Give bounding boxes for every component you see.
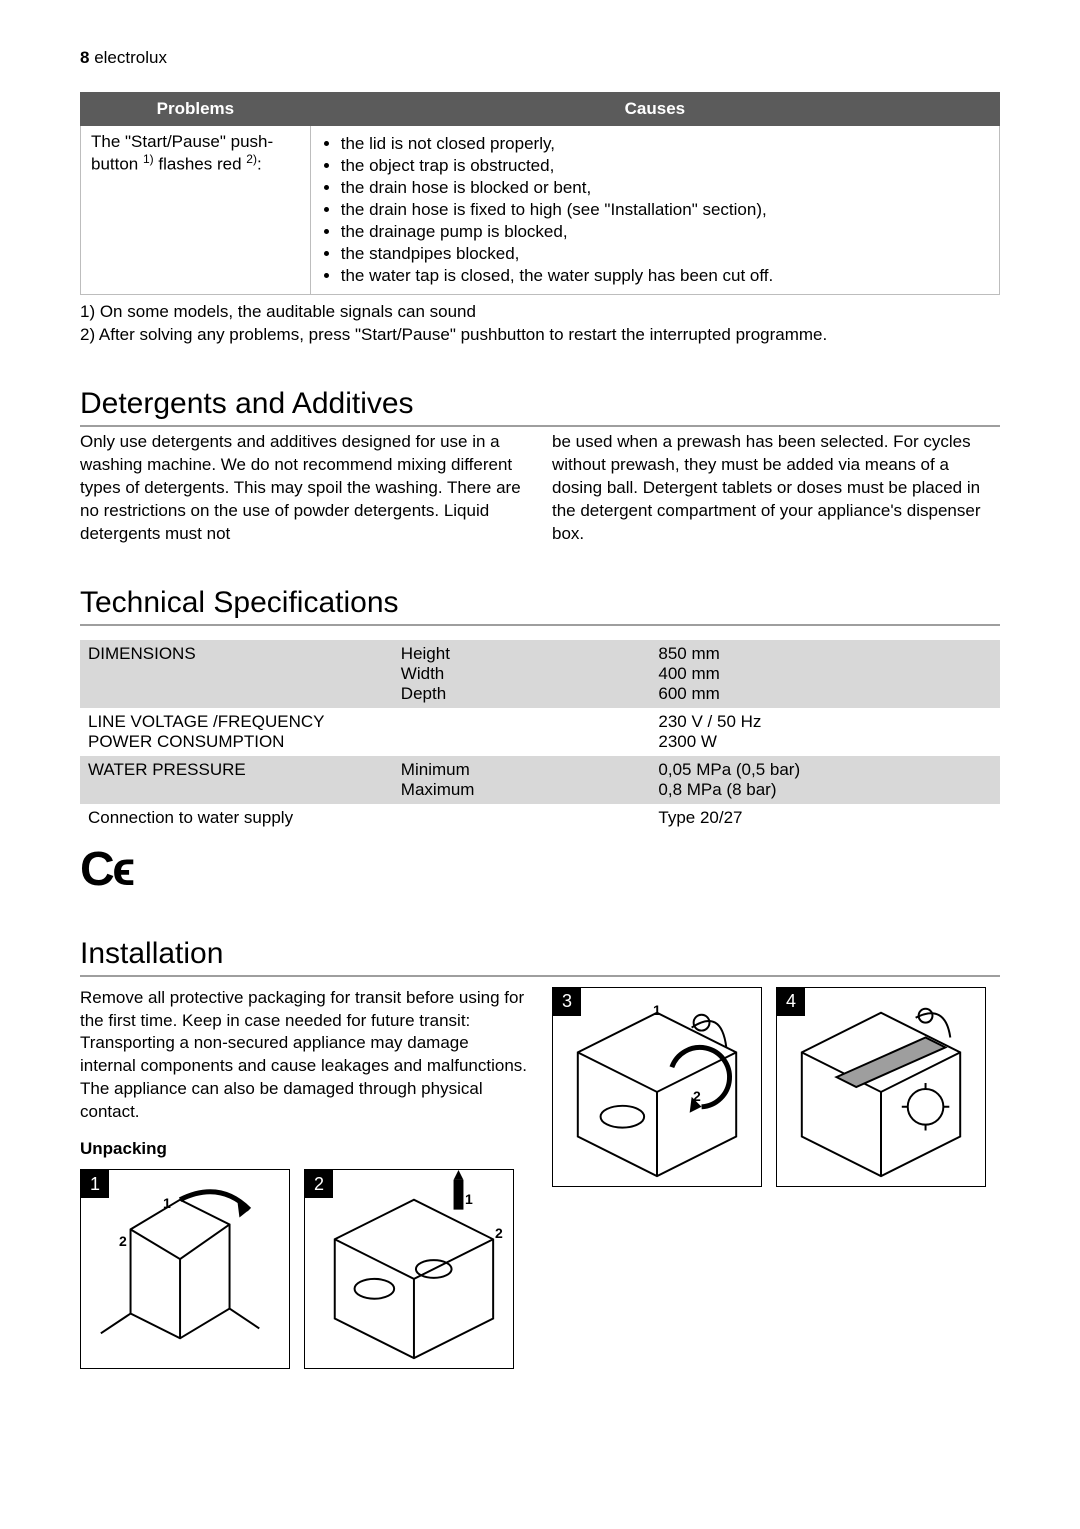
callout-2: 2 xyxy=(495,1224,503,1243)
cause-item: the water tap is closed, the water suppl… xyxy=(341,266,989,286)
spec-value: 0,05 MPa (0,5 bar) 0,8 MPa (8 bar) xyxy=(650,756,1000,804)
problem-text-mid: flashes red xyxy=(154,155,247,174)
unpack-step-3: 3 1 2 xyxy=(552,987,762,1187)
spec-value-item: 2300 W xyxy=(658,732,992,752)
installation-body: Remove all protective packaging for tran… xyxy=(80,987,528,1125)
unpack-step-1: 1 1 2 xyxy=(80,1169,290,1369)
spec-sub xyxy=(393,804,651,832)
footnote-2: 2) After solving any problems, press "St… xyxy=(80,324,1000,347)
causes-cell: the lid is not closed properly, the obje… xyxy=(310,126,999,295)
installation-heading: Installation xyxy=(80,937,1000,977)
unpack-step-4: 4 xyxy=(776,987,986,1187)
brand-name: electrolux xyxy=(94,48,167,67)
spec-value: 230 V / 50 Hz 2300 W xyxy=(650,708,1000,756)
detergents-col1: Only use detergents and additives design… xyxy=(80,431,528,546)
spec-value-item: 0,8 MPa (8 bar) xyxy=(658,780,992,800)
problem-text-post: : xyxy=(257,155,262,174)
unpacking-label: Unpacking xyxy=(80,1138,528,1161)
step1-illustration xyxy=(81,1170,289,1368)
problem-sup2: 2) xyxy=(246,152,257,166)
page-number: 8 xyxy=(80,48,89,67)
cause-item: the drainage pump is blocked, xyxy=(341,222,989,242)
cause-item: the drain hose is fixed to high (see "In… xyxy=(341,200,989,220)
cause-item: the object trap is obstructed, xyxy=(341,156,989,176)
spec-label-item: LINE VOLTAGE /FREQUENCY xyxy=(88,712,385,732)
spec-sub-item: Maximum xyxy=(401,780,643,800)
cause-item: the drain hose is blocked or bent, xyxy=(341,178,989,198)
spec-value: 850 mm 400 mm 600 mm xyxy=(650,640,1000,708)
step4-illustration xyxy=(777,988,985,1186)
cause-item: the standpipes blocked, xyxy=(341,244,989,264)
spec-value-item: 850 mm xyxy=(658,644,992,664)
spec-sub-item: Minimum xyxy=(401,760,643,780)
cause-item: the lid is not closed properly, xyxy=(341,134,989,154)
ce-mark-icon: C ϵ xyxy=(80,842,1000,897)
callout-2: 2 xyxy=(119,1232,127,1251)
step-number: 3 xyxy=(553,988,581,1016)
footnotes: 1) On some models, the auditable signals… xyxy=(80,301,1000,347)
step-number: 2 xyxy=(305,1170,333,1198)
step2-illustration xyxy=(305,1170,513,1368)
footnote-1: 1) On some models, the auditable signals… xyxy=(80,301,1000,324)
spec-value-item: 0,05 MPa (0,5 bar) xyxy=(658,760,992,780)
detergents-body: Only use detergents and additives design… xyxy=(80,431,1000,546)
causes-header: Causes xyxy=(310,93,999,126)
detergents-col2: be used when a prewash has been selected… xyxy=(552,431,1000,546)
callout-1: 1 xyxy=(163,1194,171,1213)
step-number: 1 xyxy=(81,1170,109,1198)
spec-label: WATER PRESSURE xyxy=(80,756,393,804)
callout-1: 1 xyxy=(653,1002,661,1018)
spec-label-item: POWER CONSUMPTION xyxy=(88,732,385,752)
installation-text-col: Remove all protective packaging for tran… xyxy=(80,987,528,1370)
problem-sup1: 1) xyxy=(143,152,154,166)
spec-sub-item: Width xyxy=(401,664,643,684)
spec-sub xyxy=(393,708,651,756)
problems-table: Problems Causes The "Start/Pause" push-b… xyxy=(80,92,1000,295)
spec-value-item: 230 V / 50 Hz xyxy=(658,712,992,732)
callout-1: 1 xyxy=(465,1190,473,1209)
spec-label: Connection to water supply xyxy=(80,804,393,832)
problem-cell: The "Start/Pause" push-button 1) flashes… xyxy=(81,126,311,295)
spec-value: Type 20/27 xyxy=(650,804,1000,832)
techspecs-heading: Technical Specifications xyxy=(80,586,1000,626)
spec-value-item: 600 mm xyxy=(658,684,992,704)
detergents-heading: Detergents and Additives xyxy=(80,387,1000,427)
page-header: 8 electrolux xyxy=(80,48,1000,68)
spec-sub-item: Depth xyxy=(401,684,643,704)
spec-value-item: 400 mm xyxy=(658,664,992,684)
specs-table: DIMENSIONS Height Width Depth 850 mm 400… xyxy=(80,640,1000,832)
unpack-step-2: 2 1 2 xyxy=(304,1169,514,1369)
spec-sub: Height Width Depth xyxy=(393,640,651,708)
step-number: 4 xyxy=(777,988,805,1016)
spec-sub: Minimum Maximum xyxy=(393,756,651,804)
callout-2: 2 xyxy=(693,1088,701,1104)
spec-sub-item: Height xyxy=(401,644,643,664)
spec-label: LINE VOLTAGE /FREQUENCY POWER CONSUMPTIO… xyxy=(80,708,393,756)
spec-label: DIMENSIONS xyxy=(80,640,393,708)
problems-header: Problems xyxy=(81,93,311,126)
